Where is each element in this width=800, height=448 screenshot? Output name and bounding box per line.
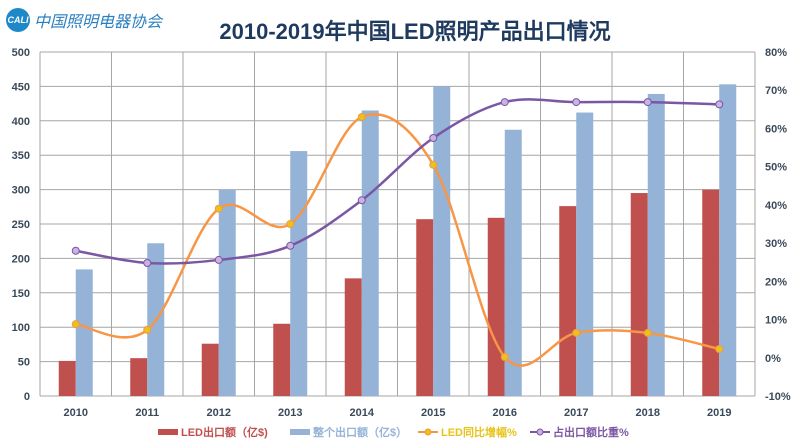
x-tick-label: 2010 bbox=[64, 407, 88, 419]
y-left-tick-label: 450 bbox=[12, 81, 30, 93]
marker-share bbox=[572, 98, 581, 107]
y-right-tick-label: -10% bbox=[765, 391, 791, 403]
legend-swatch bbox=[290, 429, 310, 435]
bar-total-export bbox=[361, 110, 379, 396]
legend-marker bbox=[424, 428, 432, 436]
line-share bbox=[75, 98, 720, 265]
y-right-tick-label: 0% bbox=[765, 353, 781, 365]
bar-total-export bbox=[433, 86, 451, 397]
y-left-tick-label: 150 bbox=[12, 288, 30, 300]
y-right-tick-label: 80% bbox=[765, 47, 787, 59]
bar-total-export bbox=[75, 269, 93, 396]
bar-led-export bbox=[130, 358, 148, 396]
legend-marker bbox=[536, 428, 544, 436]
y-right-tick-label: 50% bbox=[765, 162, 787, 174]
legend-label: LED同比增幅% bbox=[441, 425, 517, 439]
bar-led-export bbox=[58, 360, 76, 396]
bar-total-export bbox=[504, 129, 522, 396]
marker-share bbox=[357, 196, 366, 205]
logo-mark: CALI bbox=[6, 8, 30, 32]
marker-share bbox=[71, 246, 80, 255]
y-right-tick-label: 40% bbox=[765, 200, 787, 212]
marker-growth bbox=[143, 325, 152, 334]
x-tick-label: 2016 bbox=[493, 407, 517, 419]
x-tick-label: 2018 bbox=[636, 407, 660, 419]
marker-growth bbox=[715, 344, 724, 353]
x-tick-label: 2012 bbox=[207, 407, 231, 419]
marker-share bbox=[214, 255, 223, 264]
x-tick-label: 2019 bbox=[707, 407, 731, 419]
y-left-tick-label: 250 bbox=[12, 219, 30, 231]
legend-label: LED出口额（亿$) bbox=[181, 425, 268, 439]
y-right-tick-label: 10% bbox=[765, 315, 787, 327]
y-left-tick-label: 350 bbox=[12, 150, 30, 162]
x-tick-label: 2011 bbox=[135, 407, 159, 419]
marker-share bbox=[643, 98, 652, 107]
marker-share bbox=[715, 100, 724, 109]
logo: CALI 中国照明电器协会 bbox=[6, 8, 162, 32]
y-left-tick-label: 0 bbox=[24, 391, 30, 403]
bar-led-export bbox=[344, 278, 362, 396]
chart-title: 2010-2019年中国LED照明产品出口情况 bbox=[219, 19, 611, 44]
bar-total-export bbox=[719, 84, 737, 396]
bar-total-export bbox=[576, 112, 594, 396]
legend-label: 整个出口额（亿$） bbox=[312, 425, 407, 439]
x-tick-label: 2017 bbox=[564, 407, 588, 419]
marker-growth bbox=[71, 320, 80, 329]
bar-led-export bbox=[702, 189, 720, 396]
y-right-tick-label: 20% bbox=[765, 276, 787, 288]
marker-growth bbox=[214, 204, 223, 213]
y-left-tick-label: 300 bbox=[12, 185, 30, 197]
marker-growth bbox=[500, 353, 509, 362]
y-left-tick-label: 50 bbox=[18, 357, 30, 369]
marker-growth bbox=[286, 220, 295, 228]
marker-share bbox=[143, 258, 152, 267]
line-growth bbox=[75, 113, 720, 367]
bar-led-export bbox=[630, 193, 648, 396]
marker-growth bbox=[643, 328, 652, 337]
logo-org-name: 中国照明电器协会 bbox=[34, 12, 163, 31]
bar-led-export bbox=[273, 323, 291, 396]
y-right-tick-label: 30% bbox=[765, 238, 787, 250]
y-left-tick-label: 200 bbox=[12, 253, 30, 265]
bar-led-export bbox=[559, 206, 577, 396]
legend-label: 占出口额比重% bbox=[553, 425, 629, 439]
bar-total-export bbox=[218, 189, 236, 396]
marker-growth bbox=[429, 160, 438, 169]
bar-led-export bbox=[416, 219, 434, 396]
y-right-tick-label: 70% bbox=[765, 85, 787, 97]
y-left-tick-label: 400 bbox=[12, 116, 30, 128]
bar-total-export bbox=[290, 151, 308, 396]
x-tick-label: 2013 bbox=[278, 407, 302, 419]
legend-swatch bbox=[158, 429, 178, 435]
bar-led-export bbox=[201, 343, 219, 396]
y-left-tick-label: 500 bbox=[12, 47, 30, 59]
marker-share bbox=[500, 98, 509, 107]
marker-share bbox=[286, 241, 295, 250]
bar-led-export bbox=[487, 217, 505, 396]
marker-share bbox=[429, 134, 438, 142]
x-tick-label: 2015 bbox=[421, 407, 445, 419]
y-left-tick-label: 100 bbox=[12, 322, 30, 334]
bar-total-export bbox=[647, 93, 665, 396]
marker-growth bbox=[572, 328, 581, 337]
x-tick-label: 2014 bbox=[350, 407, 375, 419]
marker-growth bbox=[357, 112, 366, 121]
y-right-tick-label: 60% bbox=[765, 123, 787, 135]
